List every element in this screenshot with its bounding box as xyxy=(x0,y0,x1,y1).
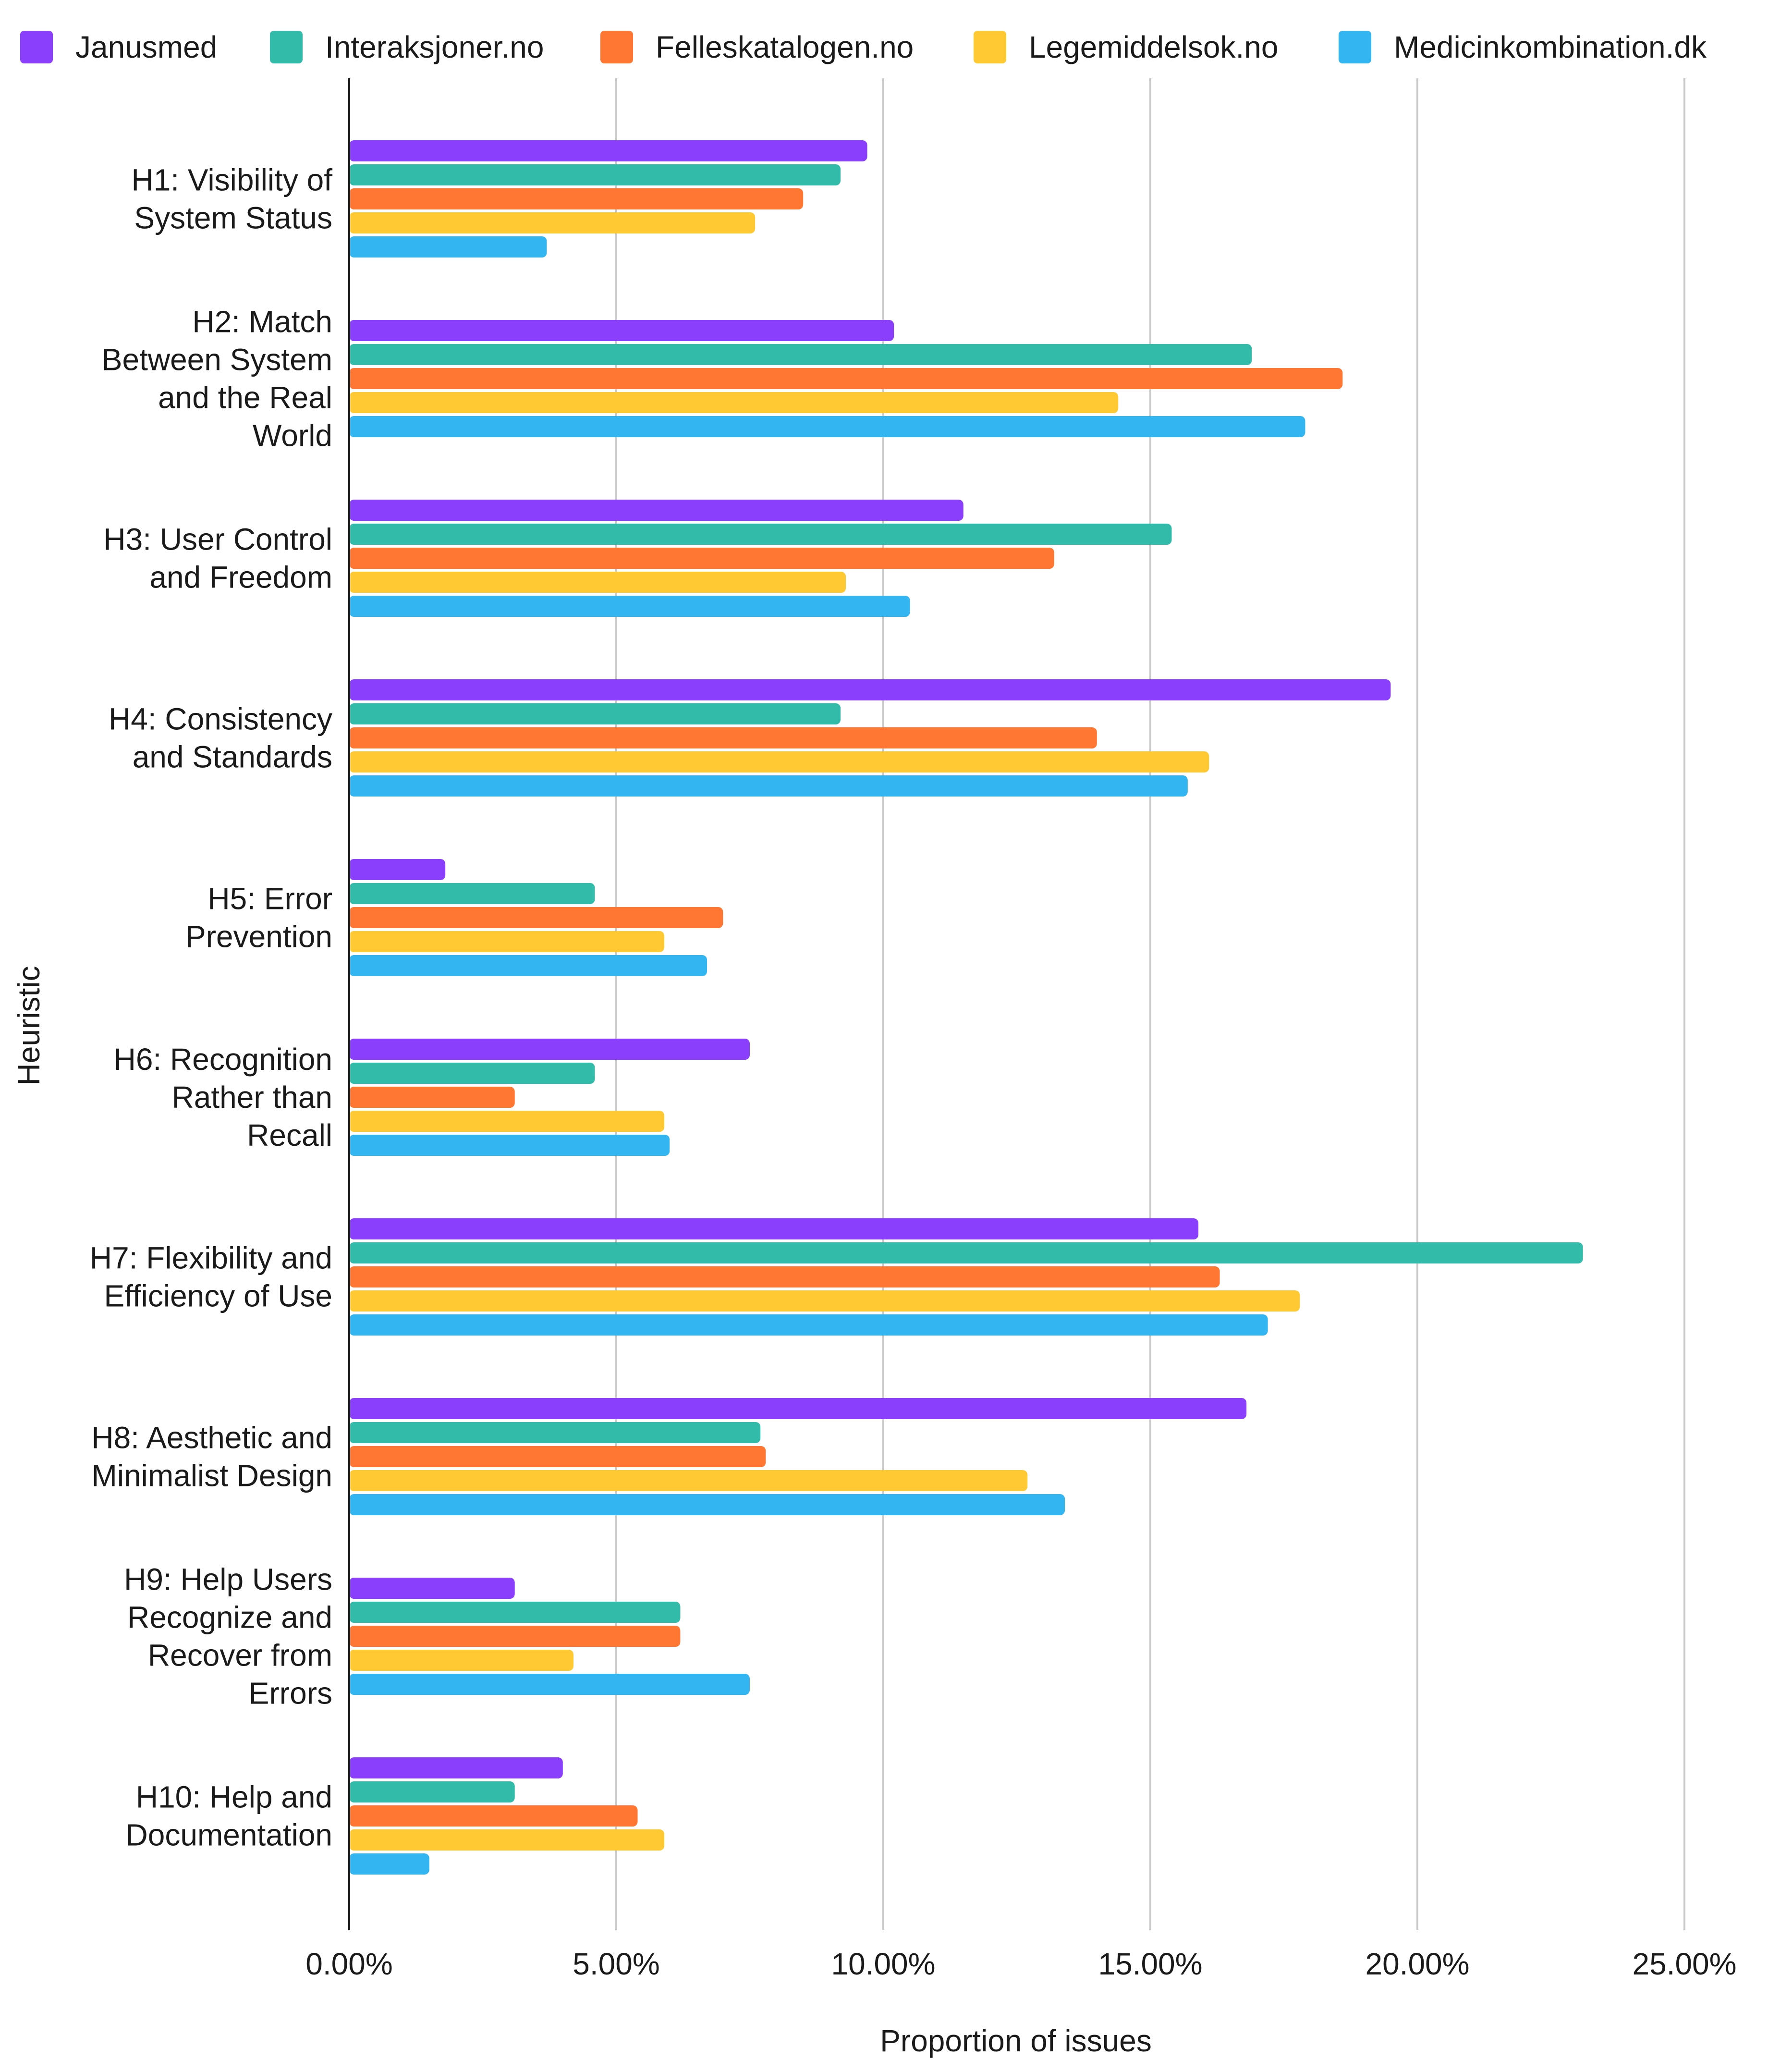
bar-10-0 xyxy=(349,1757,563,1778)
bar-7-1 xyxy=(349,1242,1583,1263)
bar-9-0 xyxy=(349,1578,515,1599)
x-tick-label-1: 5.00% xyxy=(573,1947,659,1981)
bar-6-4 xyxy=(349,1135,670,1156)
bar-9-1 xyxy=(349,1602,681,1623)
bar-10-3 xyxy=(349,1829,665,1851)
bar-2-2 xyxy=(349,368,1343,389)
legend-swatch-2 xyxy=(600,31,633,63)
legend: Janusmed Interaksjoner.no Felleskatalogen.… xyxy=(20,30,1707,64)
category-label-5: H5: Error Prevention xyxy=(185,882,332,954)
category-label-3: H3: User Control and Freedom xyxy=(103,522,332,595)
bar-5-4 xyxy=(349,955,707,976)
bar-3-0 xyxy=(349,500,963,521)
bar-1-4 xyxy=(349,236,547,257)
bar-6-1 xyxy=(349,1063,595,1084)
legend-swatch-3 xyxy=(974,31,1006,63)
bars xyxy=(349,140,1583,1875)
category-label-8: H8: Aesthetic and Minimalist Design xyxy=(91,1421,332,1493)
bar-5-3 xyxy=(349,931,665,952)
bar-8-0 xyxy=(349,1398,1247,1419)
bar-7-4 xyxy=(349,1314,1268,1336)
y-axis-title: Heuristic xyxy=(12,966,46,1086)
bar-1-2 xyxy=(349,188,804,209)
bar-6-2 xyxy=(349,1087,515,1108)
bar-2-3 xyxy=(349,392,1119,413)
category-labels: H1: Visibility of System Status H2: Match B… xyxy=(90,163,332,1852)
bar-5-0 xyxy=(349,859,446,880)
category-label-4: H4: Consistency and Standards xyxy=(109,702,332,774)
bar-9-2 xyxy=(349,1626,681,1647)
bar-2-0 xyxy=(349,320,894,341)
x-tick-label-3: 15.00% xyxy=(1098,1947,1202,1981)
legend-swatch-0 xyxy=(20,31,53,63)
x-axis-title: Proportion of issues xyxy=(880,2023,1152,2058)
bar-9-4 xyxy=(349,1674,750,1695)
legend-label-4: Medicinkombination.dk xyxy=(1394,30,1707,64)
category-label-7: H7: Flexibility and Efficiency of Use xyxy=(90,1241,332,1313)
x-tick-label-5: 25.00% xyxy=(1632,1947,1736,1981)
bar-7-2 xyxy=(349,1266,1220,1287)
category-label-9: H9: Help Users Recognize and Recover from E… xyxy=(124,1562,332,1711)
bar-4-4 xyxy=(349,775,1188,797)
x-tick-label-0: 0.00% xyxy=(305,1947,392,1981)
bar-4-3 xyxy=(349,751,1209,772)
legend-swatch-1 xyxy=(270,31,303,63)
category-label-6: H6: Recognition Rather than Recall xyxy=(114,1042,332,1152)
bar-8-2 xyxy=(349,1446,766,1467)
bar-3-4 xyxy=(349,596,910,617)
bar-1-1 xyxy=(349,164,841,185)
bar-1-0 xyxy=(349,140,867,161)
x-tick-label-4: 20.00% xyxy=(1365,1947,1469,1981)
category-label-2: H2: Match Between System and the Real World xyxy=(102,305,332,453)
legend-swatch-4 xyxy=(1339,31,1371,63)
bar-10-1 xyxy=(349,1781,515,1802)
bar-2-4 xyxy=(349,416,1305,437)
x-tick-labels: 0.00% 5.00% 10.00% 15.00% 20.00% 25.00% xyxy=(305,1947,1736,1981)
bar-5-1 xyxy=(349,883,595,904)
bar-4-2 xyxy=(349,727,1097,748)
bar-6-3 xyxy=(349,1111,665,1132)
bar-3-1 xyxy=(349,524,1172,545)
bar-4-1 xyxy=(349,703,841,724)
bar-4-0 xyxy=(349,679,1391,700)
bar-10-4 xyxy=(349,1853,429,1875)
bar-5-2 xyxy=(349,907,723,928)
bar-3-2 xyxy=(349,548,1054,569)
x-tick-label-2: 10.00% xyxy=(831,1947,935,1981)
bar-8-3 xyxy=(349,1470,1028,1491)
bar-2-1 xyxy=(349,344,1252,365)
legend-label-0: Janusmed xyxy=(75,30,217,64)
bar-6-0 xyxy=(349,1039,750,1060)
bar-10-2 xyxy=(349,1805,638,1827)
legend-label-2: Felleskatalogen.no xyxy=(656,30,914,64)
legend-label-3: Legemiddelsok.no xyxy=(1029,30,1278,64)
bar-9-3 xyxy=(349,1650,574,1671)
bar-7-3 xyxy=(349,1290,1300,1312)
category-label-10: H10: Help and Documentation xyxy=(126,1780,332,1852)
bar-1-3 xyxy=(349,212,756,233)
bar-7-0 xyxy=(349,1218,1199,1239)
category-label-1: H1: Visibility of System Status xyxy=(131,163,332,235)
legend-label-1: Interaksjoner.no xyxy=(325,30,544,64)
bar-8-1 xyxy=(349,1422,761,1443)
bar-3-3 xyxy=(349,572,846,593)
bar-8-4 xyxy=(349,1494,1065,1515)
